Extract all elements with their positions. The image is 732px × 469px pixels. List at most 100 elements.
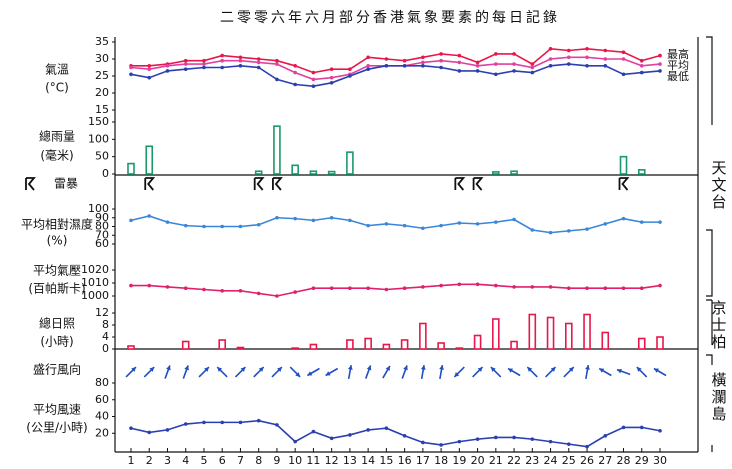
point — [129, 72, 133, 77]
x-tick-label: 13 — [343, 454, 357, 467]
point — [238, 58, 243, 63]
point — [220, 289, 225, 293]
point — [329, 436, 334, 441]
panel-label: (小時) — [40, 335, 73, 349]
point — [421, 285, 425, 289]
point — [366, 286, 370, 291]
wind-arrow — [364, 365, 372, 379]
point — [457, 69, 462, 73]
x-tick-label: 28 — [617, 454, 631, 467]
panel-label: (公里/小時) — [26, 421, 87, 435]
point — [658, 220, 662, 224]
x-tick-label: 7 — [237, 454, 244, 467]
point — [439, 52, 443, 56]
point — [585, 55, 589, 60]
y-tick-label: 20 — [95, 86, 109, 99]
point — [621, 50, 626, 54]
arrow-head — [295, 372, 301, 377]
bar — [419, 322, 427, 350]
point — [421, 226, 425, 231]
point — [238, 55, 243, 60]
y-tick-label: 1010 — [81, 276, 109, 289]
thunder-mark — [253, 177, 265, 191]
arrow-head — [508, 368, 514, 373]
point — [256, 418, 261, 423]
point — [512, 52, 516, 56]
arrow-head — [550, 367, 556, 372]
point — [566, 62, 571, 66]
point — [603, 57, 608, 61]
bar — [327, 170, 336, 175]
bar — [492, 171, 500, 175]
point — [147, 75, 152, 80]
point — [457, 282, 462, 287]
point — [621, 72, 626, 77]
point — [439, 283, 443, 288]
x-tick-label: 16 — [398, 454, 412, 467]
x-tick-label: 4 — [182, 454, 189, 467]
point — [548, 439, 553, 444]
point — [329, 67, 334, 71]
y-tick-label: 50 — [95, 150, 109, 163]
y-tick-label: 1020 — [81, 263, 109, 276]
point — [639, 70, 644, 75]
y-tick-label: 100 — [88, 202, 109, 215]
point — [603, 48, 608, 53]
x-tick-label: 22 — [507, 454, 521, 467]
point — [256, 60, 261, 65]
point — [421, 440, 425, 445]
point — [329, 286, 334, 291]
point — [494, 62, 498, 66]
point — [658, 62, 662, 66]
arrow-head — [527, 367, 533, 372]
point — [165, 64, 170, 68]
point — [348, 74, 352, 78]
y-tick-label: 100 — [88, 132, 109, 145]
point — [439, 65, 443, 70]
line — [131, 283, 661, 297]
bar — [254, 170, 263, 175]
point — [512, 69, 516, 73]
x-tick-label: 23 — [525, 454, 539, 467]
legend-label: 最高 — [667, 47, 689, 61]
point — [402, 433, 407, 438]
arrow-head — [385, 365, 390, 371]
bar — [601, 331, 610, 350]
arrow-head — [325, 371, 331, 376]
bar — [145, 145, 154, 175]
wind-arrow — [306, 367, 320, 377]
point — [658, 53, 662, 58]
point — [183, 67, 188, 71]
point — [256, 57, 261, 61]
point — [311, 286, 316, 291]
bar — [583, 313, 591, 350]
point — [475, 60, 480, 65]
wind-arrow — [164, 365, 171, 379]
point — [402, 64, 407, 68]
x-tick-label: 18 — [434, 454, 448, 467]
wind-arrow — [453, 366, 465, 378]
point — [348, 433, 352, 437]
x-tick-label: 26 — [580, 454, 594, 467]
point — [329, 81, 334, 85]
point — [548, 285, 553, 289]
wind-arrow — [439, 364, 444, 380]
point — [658, 69, 662, 73]
x-tick-label: 9 — [273, 454, 280, 467]
point — [311, 218, 316, 223]
x-tick-label: 17 — [416, 454, 430, 467]
wind-arrow — [545, 366, 557, 378]
arrow-head — [307, 371, 313, 376]
point — [348, 286, 352, 291]
point — [275, 62, 279, 66]
bar — [236, 346, 245, 350]
bar — [382, 343, 391, 350]
bar — [528, 313, 537, 350]
panel-label: 雷暴 — [54, 177, 78, 191]
point — [366, 223, 370, 228]
y-tick-label: 25 — [95, 69, 109, 82]
point — [293, 216, 297, 221]
point — [566, 286, 571, 291]
y-tick-label: 90 — [95, 211, 109, 224]
y-tick-label: 4 — [102, 330, 109, 343]
